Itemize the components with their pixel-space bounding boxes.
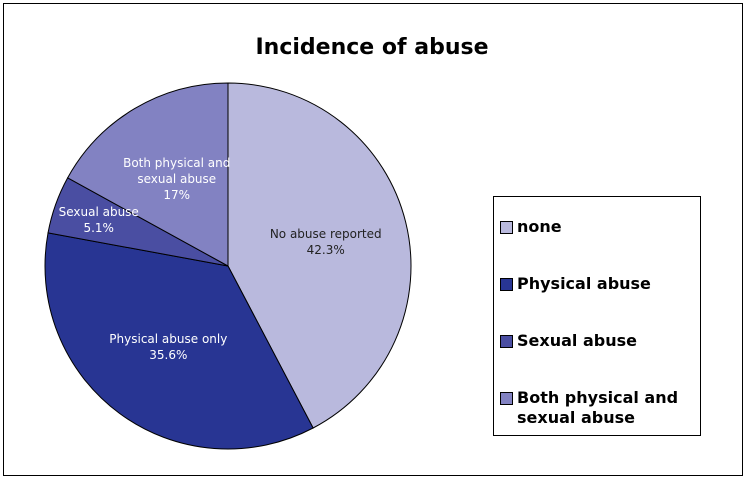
slice-value: 42.3% [306, 242, 345, 257]
slice-value: 17% [163, 188, 191, 203]
slice-value: 35.6% [149, 348, 188, 363]
slice-label: Sexual abuse 5.1% [39, 204, 159, 236]
chart-title: Incidence of abuse [256, 35, 489, 60]
pie-slice [66, 82, 229, 267]
legend-item: Physical abuse [500, 274, 696, 294]
slice-name: No abuse reported [269, 226, 382, 241]
legend-label: Physical abuse [517, 274, 651, 293]
slice-name: Sexual abuse [58, 204, 139, 219]
slice-value: 5.1% [83, 220, 114, 235]
legend: none Physical abuse Sexual abuse Both physi… [493, 196, 701, 436]
legend-swatch [500, 392, 513, 405]
slice-name: Physical abuse only [109, 332, 228, 347]
legend-swatch [500, 221, 513, 234]
pie-slice [227, 82, 412, 429]
legend-swatch [500, 335, 513, 348]
legend-swatch [500, 278, 513, 291]
slice-label: Physical abuse only 35.6% [108, 331, 228, 363]
legend-label: none [517, 217, 562, 236]
pie-slice [44, 232, 314, 450]
slice-label: Both physical and sexual abuse 17% [117, 155, 237, 203]
legend-item: Sexual abuse [500, 331, 696, 351]
legend-item: none [500, 217, 696, 237]
legend-label: Both physical and sexual abuse [517, 388, 679, 427]
slice-name: Both physical and sexual abuse [123, 156, 231, 187]
legend-label: Sexual abuse [517, 331, 637, 350]
slice-label: No abuse reported 42.3% [266, 226, 386, 258]
legend-item: Both physical and sexual abuse [500, 388, 696, 428]
